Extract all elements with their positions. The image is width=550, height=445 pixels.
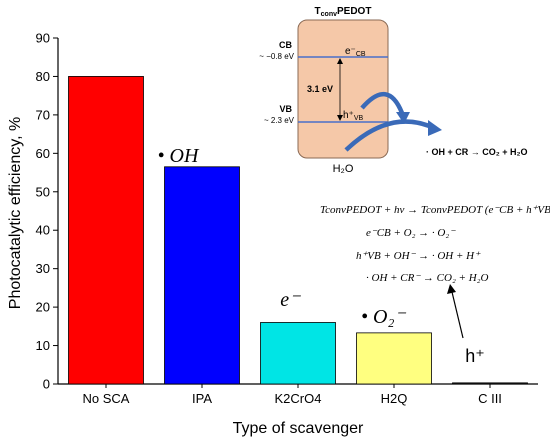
x-ticks: No SCA IPA K2CrO4 H2Q C III <box>83 384 502 406</box>
diagram-title: TconvPEDOT <box>315 6 372 18</box>
band-diagram: TconvPEDOT CB ~ −0.8 eV VB ~ 2.3 eV 3.1 … <box>259 6 527 175</box>
reaction-text: · OH + CR → CO₂ + H₂O <box>426 147 528 157</box>
y-tick-label-7: 70 <box>36 107 50 122</box>
y-tick-label-4: 40 <box>36 223 50 238</box>
band-box <box>297 19 389 159</box>
annotation-hole: h⁺ <box>465 346 485 366</box>
y-tick-label-2: 20 <box>36 300 50 315</box>
hole-transfer-arrow-head <box>396 112 410 124</box>
bars <box>68 76 528 385</box>
equation-3: h⁺VB + OH⁻ → · OH + H⁺ <box>356 250 481 262</box>
electron-label: e⁻CB <box>345 46 366 58</box>
bar-2 <box>260 322 336 385</box>
equation-2: e⁻CB + O₂ → · O₂⁻ <box>366 227 456 239</box>
gap-label: 3.1 eV <box>307 84 333 94</box>
bar-4 <box>452 382 528 385</box>
hole-arrow <box>451 291 464 339</box>
x-axis-title: Type of scavenger <box>233 420 364 437</box>
water-label: H₂O <box>333 163 354 175</box>
bar-1 <box>164 166 240 385</box>
water-oxidation-arrow <box>344 119 435 152</box>
hole-label: h⁺VB <box>343 110 364 122</box>
y-ticks: 0 10 20 30 40 50 60 70 80 90 <box>36 31 58 392</box>
y-tick-label-3: 30 <box>36 261 50 276</box>
y-axis-title: Photocatalytic efficiency, % <box>7 117 24 309</box>
hole-transfer-arrow <box>360 91 405 114</box>
bar-0 <box>68 76 144 385</box>
equation-1: TconvPEDOT + hν → TconvPEDOT (e⁻CB + h⁺V… <box>320 204 550 216</box>
y-tick-label-5: 50 <box>36 184 50 199</box>
y-tick-label-8: 80 <box>36 69 50 84</box>
gap-arrow-bottom <box>337 115 343 121</box>
x-tick-label-1: IPA <box>192 391 212 406</box>
y-tick-label-0: 0 <box>43 377 50 392</box>
x-tick-label-2: K2CrO4 <box>275 391 322 406</box>
annotation-oh: • OH <box>158 145 200 167</box>
annotation-superoxide: • O₂⁻ <box>361 306 406 328</box>
vb-label: VB <box>279 104 292 114</box>
annotation-electron: e⁻ <box>280 289 301 311</box>
y-tick-label-1: 10 <box>36 338 50 353</box>
equation-4: · OH + CR⁻ → CO₂ + H₂O <box>366 272 488 284</box>
cb-energy: ~ −0.8 eV <box>259 52 294 61</box>
y-tick-label-9: 90 <box>36 31 50 46</box>
cb-label: CB <box>279 40 292 50</box>
x-tick-label-4: C III <box>478 391 502 406</box>
hole-arrow-head <box>447 284 456 294</box>
x-tick-label-3: H2Q <box>381 391 408 406</box>
y-tick-label-6: 60 <box>36 146 50 161</box>
gap-arrow-top <box>337 58 343 64</box>
vb-energy: ~ 2.3 eV <box>264 116 295 125</box>
bar-3 <box>356 332 432 385</box>
x-tick-label-0: No SCA <box>83 391 130 406</box>
water-oxidation-arrow-head <box>428 120 442 136</box>
